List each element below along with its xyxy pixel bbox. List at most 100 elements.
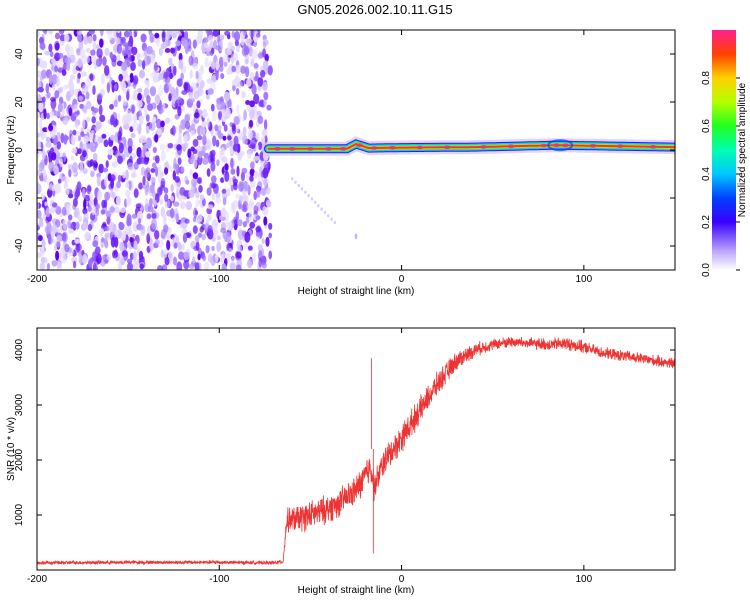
noise-speck: [62, 63, 68, 71]
noise-speck: [137, 225, 144, 231]
noise-speck: [201, 233, 207, 241]
noise-speck: [192, 172, 199, 180]
noise-speck: [222, 135, 227, 141]
noise-speck: [37, 93, 41, 102]
noise-speck: [171, 125, 176, 136]
noise-speck: [216, 159, 220, 167]
noise-speck: [246, 38, 253, 44]
noise-speck: [170, 195, 175, 202]
noise-speck: [201, 120, 207, 128]
noise-speck: [96, 172, 101, 179]
noise-speck: [241, 91, 246, 99]
noise-speck: [44, 50, 50, 56]
noise-speck: [180, 201, 186, 210]
noise-speck: [46, 112, 50, 120]
noise-speck: [37, 183, 42, 194]
noise-speck: [132, 113, 138, 123]
noise-speck: [42, 168, 46, 178]
noise-speck: [146, 55, 151, 65]
noise-speck: [85, 100, 92, 110]
noise-speck: [263, 177, 268, 187]
noise-speck: [242, 126, 247, 137]
noise-speck: [209, 182, 216, 189]
noise-speck: [84, 231, 90, 240]
noise-speck: [152, 146, 157, 154]
noise-speck: [246, 105, 252, 112]
noise-speck: [46, 263, 50, 270]
noise-speck: [164, 167, 169, 175]
noise-speck: [193, 207, 198, 219]
noise-speck: [149, 72, 154, 78]
noise-speck: [97, 189, 102, 201]
noise-speck: [255, 201, 261, 207]
noise-speck: [71, 147, 78, 154]
noise-speck: [199, 126, 206, 136]
noise-speck: [133, 240, 138, 251]
noise-speck: [190, 130, 195, 137]
noise-speck: [127, 162, 134, 171]
noise-speck: [111, 79, 116, 86]
spectrogram-signal-trace: [261, 136, 675, 156]
noise-speck: [78, 39, 84, 51]
y-tick-label: 2000: [14, 448, 25, 471]
noise-speck: [249, 100, 255, 108]
noise-speck: [72, 260, 77, 269]
noise-speck: [145, 151, 151, 158]
noise-speck: [237, 219, 243, 227]
noise-speck: [92, 240, 99, 248]
noise-speck: [37, 86, 44, 93]
noise-speck: [231, 65, 237, 73]
faint-speck: [317, 204, 320, 208]
noise-speck: [233, 30, 241, 42]
noise-speck: [131, 55, 135, 62]
noise-speck: [203, 261, 210, 270]
noise-speck: [143, 103, 148, 113]
noise-speck: [37, 202, 40, 210]
noise-speck: [250, 58, 255, 67]
noise-speck: [143, 79, 149, 85]
noise-speck: [44, 201, 48, 207]
noise-speck: [48, 161, 55, 172]
noise-speck: [77, 72, 81, 79]
noise-speck: [178, 124, 183, 135]
noise-speck: [121, 61, 128, 71]
noise-speck: [132, 251, 137, 261]
noise-speck: [221, 188, 227, 194]
noise-speck: [174, 176, 180, 183]
noise-speck: [198, 151, 203, 159]
noise-speck: [206, 187, 212, 196]
noise-speck: [135, 203, 142, 209]
noise-speck: [89, 73, 94, 82]
noise-speck: [117, 155, 123, 164]
signal-peak: [306, 147, 314, 151]
noise-speck: [54, 32, 61, 40]
noise-speck: [154, 133, 159, 143]
noise-speck: [62, 234, 67, 242]
noise-speck: [86, 55, 90, 64]
noise-speck: [38, 161, 45, 172]
noise-speck: [74, 238, 81, 244]
noise-speck: [192, 62, 198, 70]
noise-speck: [170, 47, 176, 54]
noise-speck: [58, 96, 64, 105]
noise-speck: [92, 160, 98, 171]
noise-speck: [72, 162, 78, 173]
noise-speck: [66, 62, 71, 71]
noise-speck: [237, 244, 242, 253]
noise-speck: [211, 175, 217, 184]
noise-speck: [104, 176, 108, 187]
noise-speck: [140, 166, 146, 176]
noise-speck: [251, 49, 258, 61]
noise-speck: [117, 94, 122, 102]
noise-speck: [102, 221, 107, 228]
noise-speck: [195, 199, 200, 208]
noise-speck: [172, 256, 178, 266]
noise-speck: [185, 120, 190, 130]
noise-speck: [223, 124, 228, 132]
noise-speck: [240, 37, 245, 46]
noise-speck: [153, 61, 158, 72]
noise-speck: [164, 257, 170, 266]
noise-speck: [37, 252, 42, 259]
noise-speck: [109, 204, 116, 215]
noise-speck: [87, 205, 92, 212]
